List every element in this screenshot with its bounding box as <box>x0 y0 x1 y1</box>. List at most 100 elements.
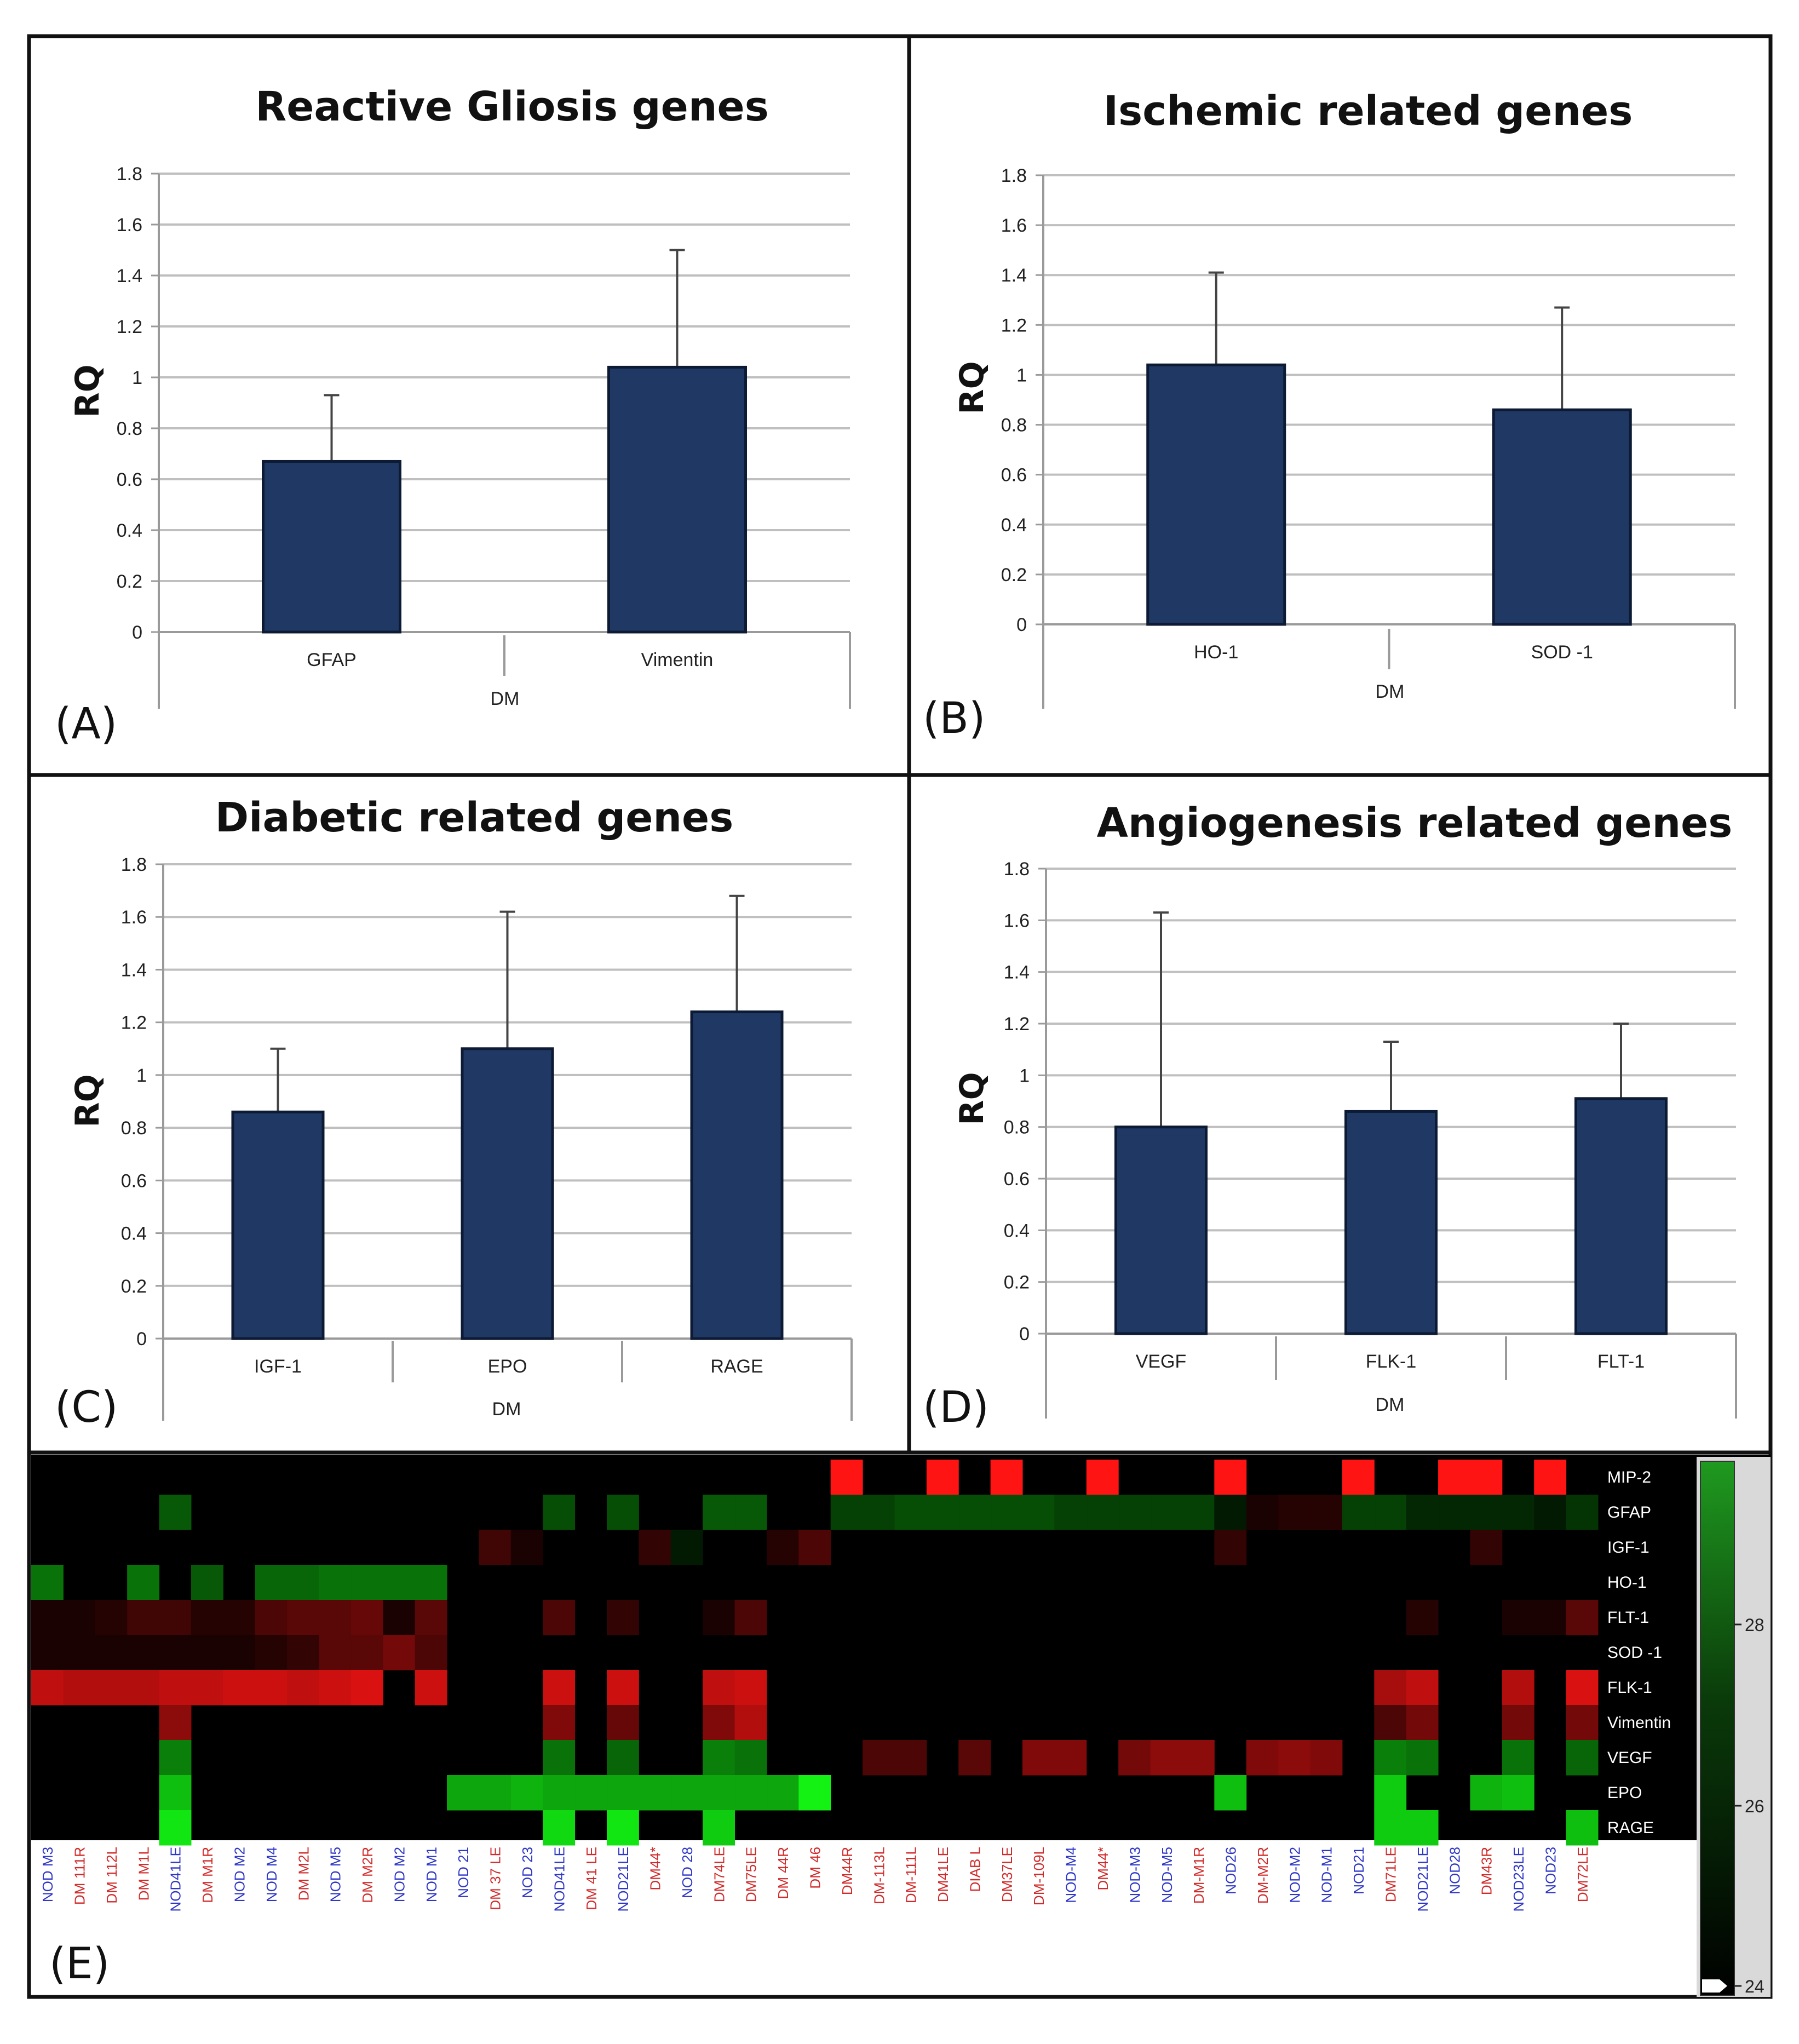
heatmap-column-label: NOD41LE <box>168 1847 184 1912</box>
heatmap-cell <box>510 1530 543 1565</box>
heatmap-row-label: EPO <box>1607 1784 1642 1802</box>
heatmap-cell <box>703 1775 735 1811</box>
heatmap-column-label: DM44* <box>1095 1847 1111 1890</box>
x-categories: HO-1 SOD -1 <box>1194 642 1593 663</box>
heatmap-column-label: DIAB L <box>967 1847 983 1892</box>
heatmap-cell <box>639 1775 671 1811</box>
heatmap-cell <box>319 1565 352 1600</box>
heatmap-cell <box>703 1705 735 1741</box>
x-category-label: FLK-1 <box>1366 1351 1417 1372</box>
y-tick-label: 1.8 <box>1004 859 1030 880</box>
y-tick-label: 1.6 <box>1001 215 1027 236</box>
heatmap-column-label: NOD21 <box>1350 1847 1367 1894</box>
y-ticks: 0 0.2 0.4 0.6 0.8 1 1.2 1.4 1.6 1.8 <box>1004 859 1030 1345</box>
heatmap-column-label: NOD M2 <box>232 1847 248 1902</box>
heatmap-column-label: DM37LE <box>999 1847 1015 1902</box>
y-tick-label: 1.4 <box>1001 265 1027 286</box>
heatmap-cell <box>1502 1775 1534 1811</box>
heatmap-column-label: DM75LE <box>743 1847 760 1902</box>
y-tick-label: 1.2 <box>117 317 142 337</box>
heatmap-column-label: DM-M2R <box>1255 1847 1271 1904</box>
heatmap-cell <box>734 1495 767 1530</box>
heatmap-cell <box>830 1460 863 1495</box>
bar-flk-1 <box>1344 1110 1438 1335</box>
heatmap-column-label: DM-113L <box>871 1847 887 1904</box>
heatmap-column-label: DM 37 LE <box>487 1847 504 1910</box>
heatmap-cell <box>1502 1740 1534 1776</box>
heatmap-cell <box>1470 1530 1503 1565</box>
heatmap-cell <box>863 1740 895 1776</box>
heatmap-column-label: NOD21LE <box>615 1847 631 1912</box>
heatmap-cell <box>287 1565 319 1600</box>
heatmap-cell <box>1214 1530 1247 1565</box>
heatmap-cell <box>543 1495 576 1530</box>
heatmap-column-label: NOD-M1 <box>1319 1847 1335 1903</box>
chart-title: Ischemic related genes <box>1103 88 1633 135</box>
y-tick-label: 0 <box>132 622 142 643</box>
heatmap-cell <box>606 1740 639 1776</box>
heatmap-cell <box>1502 1600 1534 1635</box>
heatmap-row-label: SOD -1 <box>1607 1644 1662 1662</box>
heatmap-cell <box>31 1635 64 1670</box>
bar-flt-1 <box>1574 1097 1668 1335</box>
heatmap-cell <box>1150 1740 1183 1776</box>
heatmap-cell <box>319 1670 352 1706</box>
y-tick-label: 1.6 <box>117 215 142 236</box>
heatmap-cell <box>958 1740 991 1776</box>
heatmap-cell <box>383 1565 416 1600</box>
heatmap-row-label: HO-1 <box>1607 1574 1647 1592</box>
heatmap-column-label: DM 44R <box>775 1847 791 1899</box>
y-tick-label: 0.6 <box>121 1170 147 1191</box>
heatmap-cell <box>670 1530 703 1565</box>
heatmap-cell <box>383 1600 416 1635</box>
heatmap-cell <box>319 1600 352 1635</box>
heatmap-column-label: NOD M1 <box>423 1847 440 1902</box>
heatmap-cell <box>1214 1495 1247 1530</box>
heatmap-column-label: DM44R <box>839 1847 855 1895</box>
heatmap-column-label: DM M2R <box>359 1847 376 1903</box>
heatmap-cell <box>415 1600 447 1635</box>
y-tick-label: 0.2 <box>117 571 142 592</box>
heatmap-cell <box>1310 1495 1343 1530</box>
heatmap-cell <box>1054 1740 1087 1776</box>
chart-panel-a: Reactive Gliosis genes 0 0.2 0.4 0.6 0.8 1 1.2… <box>55 83 851 749</box>
heatmap-cell <box>1310 1740 1343 1776</box>
y-ticks: 0 0.2 0.4 0.6 0.8 1 1.2 1.4 1.6 1.8 <box>117 164 142 643</box>
y-tick-label: 0 <box>136 1329 147 1350</box>
heatmap-cell <box>1406 1495 1439 1530</box>
figure-border <box>27 34 1773 1999</box>
chart-title: Reactive Gliosis genes <box>255 83 769 130</box>
heatmap-cell <box>447 1775 479 1811</box>
heatmap-column-label: NOD-M2 <box>1286 1847 1303 1903</box>
heatmap-cell <box>1534 1600 1567 1635</box>
panel-label: (A) <box>55 699 117 749</box>
heatmap-row-label: RAGE <box>1607 1819 1654 1837</box>
heatmap-cell <box>1182 1740 1215 1776</box>
heatmap-column-label: DM43R <box>1479 1847 1495 1895</box>
y-tick-label: 1.2 <box>1004 1014 1030 1035</box>
colorbar: 24 26 28 <box>1697 1457 1771 1997</box>
heatmap-cell <box>1150 1495 1183 1530</box>
heatmap-cell <box>1470 1775 1503 1811</box>
heatmap-cell <box>606 1495 639 1530</box>
heatmap-cell <box>255 1635 288 1670</box>
heatmap-cell <box>479 1530 511 1565</box>
heatmap-cell <box>191 1600 223 1635</box>
heatmap-cell <box>1534 1460 1567 1495</box>
colorbar-tick-label: 26 <box>1745 1796 1764 1816</box>
x-category-label: VEGF <box>1136 1351 1187 1372</box>
y-tick-label: 1.6 <box>121 907 147 928</box>
heatmap-cell <box>95 1635 128 1670</box>
heatmap-cell <box>63 1670 96 1706</box>
bars <box>1114 911 1668 1335</box>
heatmap-row-label: IGF-1 <box>1607 1538 1649 1557</box>
heatmap-cell <box>703 1495 735 1530</box>
heatmap-cell <box>894 1495 927 1530</box>
heatmap-cell <box>1342 1495 1375 1530</box>
chart-panel-d: Angiogenesis related genes 0 0.2 0.4 0.6 0.8… <box>923 800 1737 1432</box>
y-tick-label: 1.2 <box>121 1013 147 1034</box>
heatmap-cell <box>415 1670 447 1706</box>
heatmap-cell <box>1342 1460 1375 1495</box>
heatmap-cell <box>1278 1740 1311 1776</box>
x-categories: VEGF FLK-1 FLT-1 <box>1136 1351 1645 1372</box>
